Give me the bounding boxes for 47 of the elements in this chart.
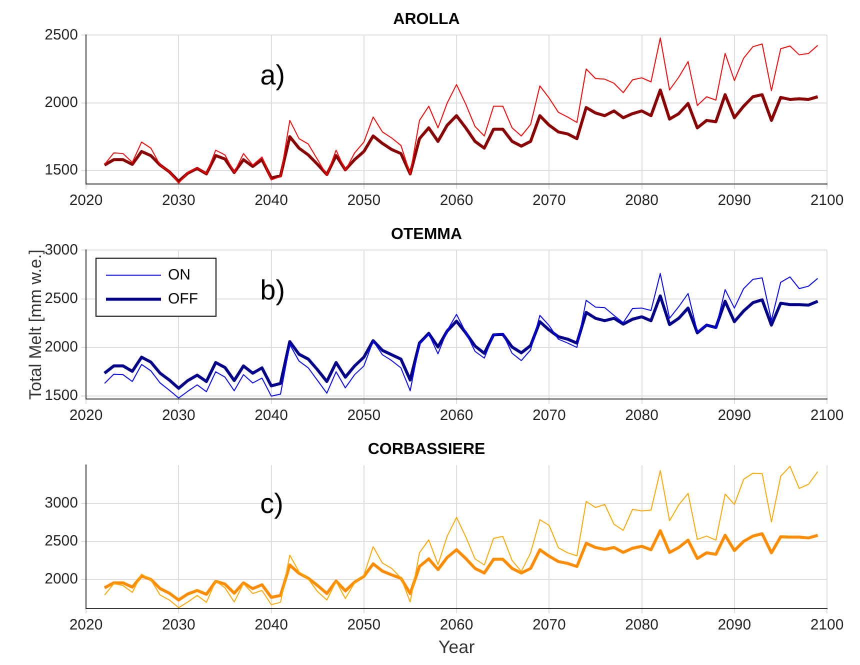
- x-tick-label: 2060: [440, 192, 474, 210]
- x-tick-label: 2050: [347, 407, 381, 424]
- x-tick-label: 2020: [69, 407, 103, 424]
- x-tick-label: 2090: [718, 616, 752, 634]
- x-tick-label: 2040: [254, 192, 288, 210]
- x-axis-title: Year: [438, 637, 475, 658]
- chart-title: AROLLA: [393, 11, 460, 28]
- y-tick-label: 2000: [44, 570, 78, 588]
- x-tick-label: 2100: [810, 407, 844, 424]
- legend-label: ON: [168, 266, 190, 284]
- y-tick-label: 2000: [44, 94, 78, 111]
- annotation: c): [260, 488, 284, 520]
- x-tick-label: 2030: [162, 616, 196, 634]
- y-tick-label: 1500: [44, 162, 78, 179]
- x-tick-label: 2050: [347, 192, 381, 210]
- annotation: b): [260, 274, 286, 306]
- x-tick-label: 2080: [625, 407, 658, 424]
- x-tick-label: 2020: [69, 616, 103, 634]
- y-tick-label: 2500: [44, 532, 78, 550]
- x-tick-label: 2030: [162, 407, 196, 424]
- y-tick-label: 2500: [44, 26, 78, 44]
- x-tick-label: 2080: [625, 616, 658, 634]
- chart-title: OTEMMA: [390, 226, 462, 244]
- x-tick-label: 2100: [810, 616, 844, 634]
- x-tick-label: 2030: [162, 192, 196, 210]
- x-tick-label: 2040: [254, 616, 288, 634]
- x-tick-label: 2070: [532, 407, 566, 424]
- x-tick-label: 2090: [718, 407, 752, 424]
- chart-title: CORBASSIERE: [368, 441, 486, 458]
- y-tick-label: 2500: [44, 290, 78, 307]
- legend-label: OFF: [168, 290, 198, 308]
- y-tick-label: 2000: [44, 338, 78, 356]
- x-tick-label: 2070: [532, 192, 566, 210]
- x-tick-label: 2050: [347, 616, 381, 634]
- x-tick-label: 2090: [718, 192, 752, 210]
- x-tick-label: 2040: [254, 407, 288, 424]
- x-tick-label: 2020: [69, 192, 103, 210]
- x-tick-label: 2100: [810, 192, 844, 210]
- x-tick-label: 2060: [440, 616, 474, 634]
- x-tick-label: 2060: [440, 407, 474, 424]
- y-axis-title: Total Melt [mm w.e.]: [26, 250, 45, 400]
- x-tick-label: 2070: [532, 616, 566, 634]
- annotation: a): [260, 60, 286, 91]
- y-tick-label: 3000: [44, 241, 78, 258]
- y-tick-label: 1500: [44, 387, 78, 404]
- x-tick-label: 2080: [625, 192, 658, 210]
- y-tick-label: 3000: [44, 494, 78, 512]
